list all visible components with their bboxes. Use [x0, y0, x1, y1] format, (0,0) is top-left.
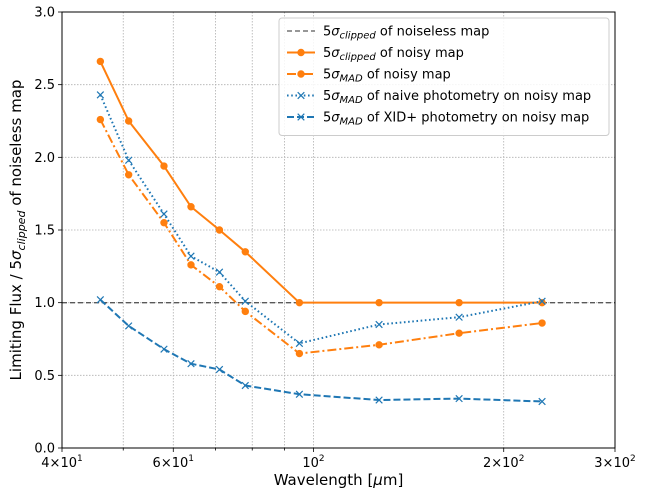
- data-point-marker: [375, 396, 383, 404]
- data-point-marker: [295, 349, 304, 358]
- data-point-marker: [187, 252, 195, 260]
- data-point-marker: [124, 117, 133, 125]
- axis-ticks: 4×101 6×101 102 2×102 3×102 0.0 0.5 1.0 1.5 2.0 2.…: [34, 6, 635, 472]
- x-tick-label: 4×101: [41, 454, 82, 471]
- series-line: [99, 299, 543, 403]
- data-point-marker: [455, 329, 463, 337]
- legend-entry: 5σMAD of naive photometry on noisy map: [287, 89, 591, 106]
- data-point-marker: [241, 248, 249, 256]
- legend-label: 5σclipped of noisy map: [323, 46, 464, 63]
- data-point-marker: [215, 226, 224, 234]
- data-point-marker: [297, 91, 305, 100]
- data-point-marker: [241, 297, 250, 305]
- legend-entry: 5σclipped of noiseless map: [287, 25, 489, 42]
- data-point-marker: [241, 307, 249, 316]
- data-point-marker: [124, 322, 133, 330]
- legend-label: 5σMAD of naive photometry on noisy map: [323, 89, 591, 106]
- data-point-marker: [375, 341, 383, 349]
- data-point-marker: [297, 48, 305, 57]
- data-point-marker: [96, 296, 105, 304]
- x-axis-label: Wavelength [μm]: [274, 471, 404, 489]
- data-point-marker: [455, 298, 463, 307]
- data-point-marker: [241, 381, 250, 390]
- data-point-marker: [160, 210, 168, 218]
- data-point-marker: [96, 57, 105, 66]
- data-point-marker: [187, 261, 195, 269]
- series-line: [99, 119, 543, 355]
- data-point-marker: [295, 339, 304, 348]
- series-1: [96, 115, 546, 358]
- data-point-marker: [96, 115, 105, 124]
- data-point-marker: [375, 320, 383, 329]
- y-tick-label: 0.5: [34, 369, 55, 384]
- y-tick-label: 0.0: [34, 442, 55, 457]
- data-point-marker: [455, 394, 463, 403]
- data-point-marker: [160, 219, 168, 227]
- legend-box: [278, 17, 610, 136]
- data-point-marker: [160, 162, 168, 170]
- x-tick-label: 2×102: [483, 454, 524, 471]
- y-tick-label: 2.0: [34, 151, 55, 166]
- data-point-marker: [538, 319, 546, 327]
- y-axis-label: Limiting Flux / 5σclipped of noiseless m…: [7, 80, 28, 381]
- data-point-marker: [124, 156, 133, 164]
- data-point-marker: [187, 359, 195, 368]
- data-point-marker: [297, 113, 305, 121]
- data-point-marker: [538, 397, 546, 406]
- legend: 5σclipped of noiseless map 5σclipped of n…: [278, 17, 610, 136]
- data-point-marker: [215, 282, 224, 291]
- series-layer: [96, 57, 546, 406]
- y-tick-label: 3.0: [34, 6, 55, 21]
- series-2: [96, 91, 546, 348]
- data-point-marker: [297, 70, 305, 78]
- x-tick-label: 3×102: [594, 454, 635, 471]
- legend-label: 5σMAD of noisy map: [323, 68, 451, 85]
- legend-label: 5σclipped of noiseless map: [323, 25, 489, 42]
- data-point-marker: [215, 365, 224, 374]
- data-point-marker: [375, 298, 383, 307]
- x-tick-label: 6×101: [153, 454, 194, 471]
- legend-entry: 5σMAD of XID+ photometry on noisy map: [287, 111, 589, 128]
- data-point-marker: [160, 345, 168, 353]
- legend-entry: 5σclipped of noisy map: [287, 46, 464, 63]
- x-tick-label: 102: [302, 454, 324, 471]
- series-0: [96, 57, 546, 307]
- data-point-marker: [96, 91, 105, 99]
- data-point-marker: [455, 313, 463, 321]
- legend-label: 5σMAD of XID+ photometry on noisy map: [323, 111, 589, 128]
- series-3: [96, 296, 546, 406]
- data-point-marker: [538, 298, 546, 307]
- y-tick-label: 1.5: [34, 224, 55, 239]
- data-point-marker: [538, 297, 546, 305]
- legend-entry: 5σMAD of noisy map: [287, 68, 451, 85]
- data-point-marker: [295, 298, 304, 307]
- series-line: [99, 60, 543, 304]
- data-point-marker: [124, 171, 133, 179]
- y-tick-label: 2.5: [34, 78, 55, 93]
- y-tick-label: 1.0: [34, 296, 55, 311]
- data-point-marker: [295, 390, 304, 398]
- data-point-marker: [215, 268, 224, 276]
- data-point-marker: [187, 203, 195, 211]
